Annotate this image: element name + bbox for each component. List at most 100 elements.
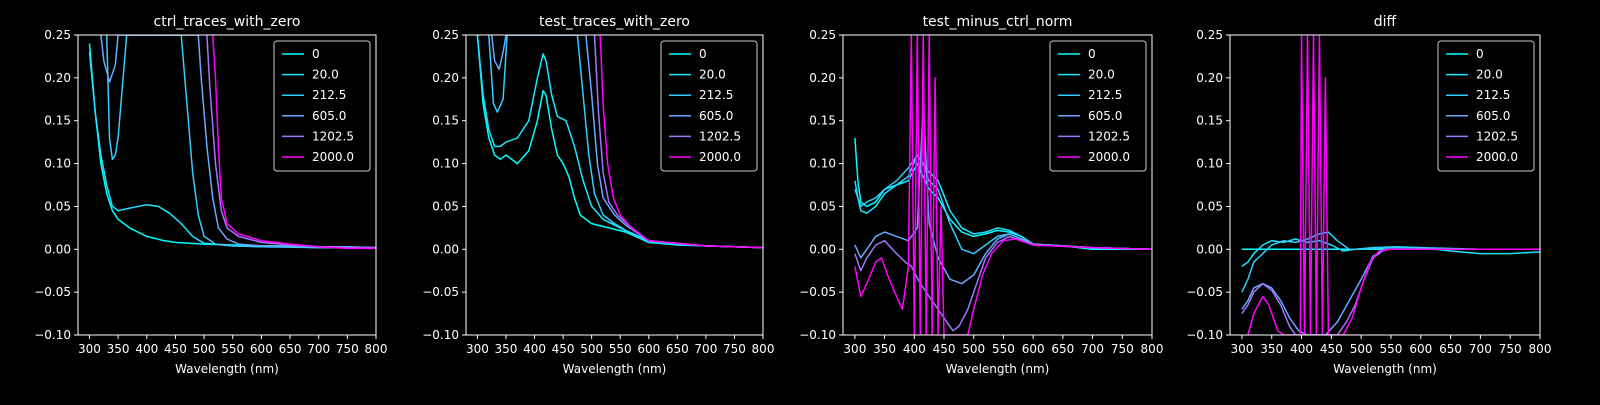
axes-frame bbox=[465, 34, 764, 336]
y-tick-label: 0.10 bbox=[44, 157, 71, 171]
legend-label: 1202.5 bbox=[1088, 129, 1130, 143]
y-tick-label: 0.15 bbox=[432, 114, 459, 128]
chart-panel-4: diff 300 350 400 450 500 550 600 650 700 750 800 −0.… bbox=[1186, 14, 1551, 376]
x-tick-label: 300 bbox=[1230, 342, 1253, 356]
legend-label: 0 bbox=[699, 47, 707, 61]
y-tick-label: 0.05 bbox=[809, 199, 836, 213]
axes-frame bbox=[842, 34, 1153, 336]
x-tick-label: 650 bbox=[1051, 342, 1074, 356]
legend-box bbox=[1437, 40, 1535, 172]
y-tick-label: 0.20 bbox=[809, 71, 836, 85]
legend-label: 605.0 bbox=[1088, 109, 1122, 123]
series-line-1202.5 bbox=[1241, 248, 1540, 335]
y-tick-label: 0.00 bbox=[432, 242, 459, 256]
legend-label: 2000.0 bbox=[1476, 150, 1518, 164]
legend-label: 1202.5 bbox=[312, 129, 354, 143]
series-line-2000.0 bbox=[211, 35, 376, 250]
x-tick-label: 700 bbox=[694, 342, 717, 356]
y-tick-label: −0.05 bbox=[34, 285, 71, 299]
series-line-2000.0 bbox=[1247, 35, 1540, 335]
x-axis-label: Wavelength (nm) bbox=[563, 362, 667, 376]
x-tick-label: 650 bbox=[666, 342, 689, 356]
x-tick-label: 500 bbox=[1350, 342, 1373, 356]
legend-label: 0 bbox=[1088, 47, 1096, 61]
y-tick-label: 0.25 bbox=[809, 28, 836, 42]
chart-panel-3: test_minus_ctrl_norm 300 350 400 450 500 550 60… bbox=[799, 14, 1163, 376]
legend-label: 20.0 bbox=[1476, 68, 1503, 82]
legend-label: 1202.5 bbox=[1476, 129, 1518, 143]
x-tick-label: 500 bbox=[193, 342, 216, 356]
x-axis-label: Wavelength (nm) bbox=[946, 362, 1050, 376]
x-tick-label: 450 bbox=[933, 342, 956, 356]
series-line-212.5 bbox=[1241, 231, 1540, 293]
x-tick-label: 750 bbox=[1499, 342, 1522, 356]
x-tick-label: 450 bbox=[552, 342, 575, 356]
x-tick-label: 800 bbox=[752, 342, 775, 356]
axes-frame bbox=[77, 34, 377, 336]
series-line-2000.0 bbox=[854, 35, 1152, 335]
y-tick-label: −0.05 bbox=[422, 285, 459, 299]
y-tick-label: −0.10 bbox=[34, 328, 71, 342]
x-tick-label: 500 bbox=[962, 342, 985, 356]
x-tick-label: 500 bbox=[580, 342, 603, 356]
chart-title: diff bbox=[1374, 14, 1397, 30]
series-line-605.0 bbox=[100, 35, 376, 249]
x-tick-label: 750 bbox=[1111, 342, 1134, 356]
y-tick-label: 0.10 bbox=[1196, 157, 1223, 171]
y-tick-label: 0.20 bbox=[44, 71, 71, 85]
x-tick-label: 550 bbox=[221, 342, 244, 356]
legend-label: 605.0 bbox=[699, 109, 733, 123]
legend: 0 20.0 212.5 605.0 1202.5 2000.0 bbox=[660, 40, 758, 172]
x-tick-label: 350 bbox=[1260, 342, 1283, 356]
legend: 0 20.0 212.5 605.0 1202.5 2000.0 bbox=[1049, 40, 1147, 172]
y-tick-label: −0.05 bbox=[799, 285, 836, 299]
legend-label: 20.0 bbox=[1088, 68, 1115, 82]
chart-title: test_traces_with_zero bbox=[539, 14, 690, 30]
y-tick-label: −0.10 bbox=[1186, 328, 1223, 342]
x-tick-label: 700 bbox=[1081, 342, 1104, 356]
y-tick-label: 0.00 bbox=[1196, 242, 1223, 256]
x-tick-label: 650 bbox=[1439, 342, 1462, 356]
x-tick-label: 700 bbox=[307, 342, 330, 356]
y-tick-label: 0.15 bbox=[44, 114, 71, 128]
legend-label: 1202.5 bbox=[699, 129, 741, 143]
legend-label: 0 bbox=[312, 47, 320, 61]
x-tick-label: 450 bbox=[1320, 342, 1343, 356]
x-axis-label: Wavelength (nm) bbox=[1333, 362, 1437, 376]
legend-label: 2000.0 bbox=[1088, 150, 1130, 164]
chart-title: ctrl_traces_with_zero bbox=[154, 14, 301, 30]
series-line-20.0 bbox=[1241, 238, 1540, 268]
x-tick-label: 800 bbox=[1141, 342, 1164, 356]
series-group bbox=[1241, 35, 1540, 335]
y-tick-label: 0.00 bbox=[44, 242, 71, 256]
y-tick-label: −0.10 bbox=[799, 328, 836, 342]
series-line-212.5 bbox=[488, 35, 763, 249]
x-tick-label: 300 bbox=[78, 342, 101, 356]
x-tick-label: 450 bbox=[164, 342, 187, 356]
x-tick-label: 600 bbox=[1022, 342, 1045, 356]
chart-panel-2: test_traces_with_zero 300 350 400 450 500 550 6… bbox=[422, 14, 774, 376]
x-tick-label: 650 bbox=[279, 342, 302, 356]
legend-label: 2000.0 bbox=[699, 150, 741, 164]
y-tick-label: 0.15 bbox=[1196, 114, 1223, 128]
legend-label: 212.5 bbox=[699, 88, 733, 102]
legend-label: 605.0 bbox=[312, 109, 346, 123]
series-line-212.5 bbox=[105, 35, 376, 249]
legend: 0 20.0 212.5 605.0 1202.5 2000.0 bbox=[1437, 40, 1535, 172]
chart-title: test_minus_ctrl_norm bbox=[923, 14, 1073, 30]
legend-label: 212.5 bbox=[1088, 88, 1122, 102]
series-line-2000.0 bbox=[599, 35, 763, 249]
series-line-1202.5 bbox=[854, 235, 1152, 332]
x-tick-label: 400 bbox=[523, 342, 546, 356]
x-tick-label: 350 bbox=[873, 342, 896, 356]
x-tick-label: 400 bbox=[135, 342, 158, 356]
x-tick-label: 800 bbox=[1529, 342, 1552, 356]
x-tick-label: 600 bbox=[637, 342, 660, 356]
series-group bbox=[476, 35, 763, 249]
y-tick-label: 0.15 bbox=[809, 114, 836, 128]
legend-box bbox=[660, 40, 758, 172]
x-tick-label: 350 bbox=[495, 342, 518, 356]
x-tick-label: 750 bbox=[336, 342, 359, 356]
y-tick-label: 0.05 bbox=[1196, 199, 1223, 213]
